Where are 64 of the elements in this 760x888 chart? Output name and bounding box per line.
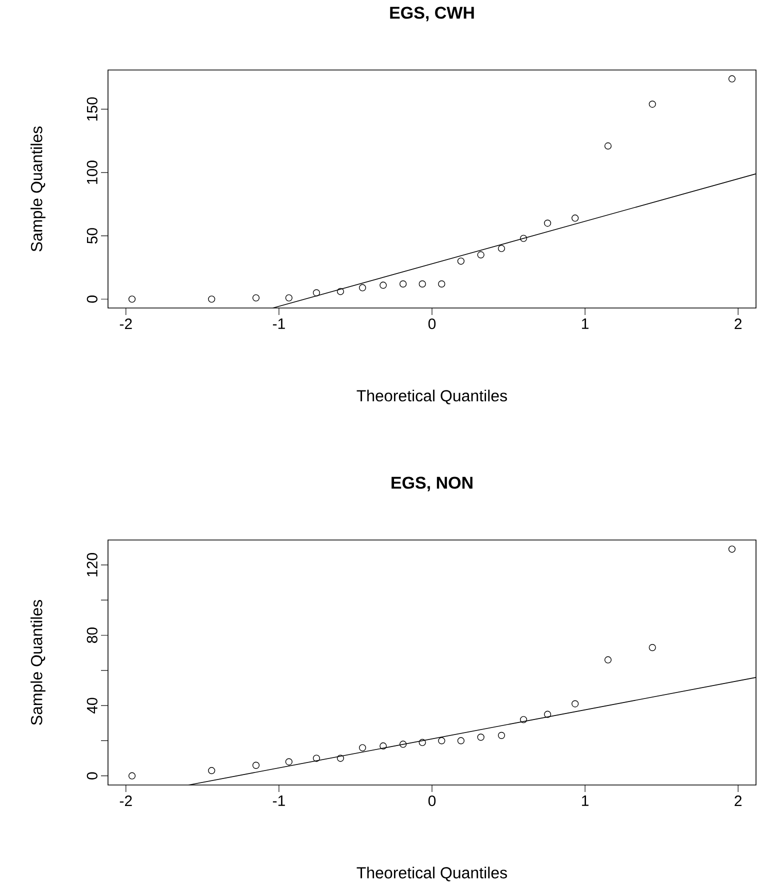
point [477, 734, 484, 741]
point [358, 284, 366, 292]
point [604, 142, 612, 150]
point [358, 744, 366, 752]
point [336, 754, 344, 762]
y-tick-label: 0 [86, 772, 98, 780]
x-tick-label: 0 [428, 796, 436, 806]
x-tick-label: 2 [734, 318, 742, 329]
point [604, 656, 612, 664]
point [728, 546, 736, 553]
point [438, 280, 446, 288]
point [418, 280, 426, 288]
point [312, 289, 320, 296]
x-tick-label: 2 [734, 796, 742, 806]
y-tick-label: 50 [86, 228, 98, 244]
point [457, 737, 464, 744]
x-tick-label: -1 [272, 318, 285, 329]
point [380, 742, 387, 750]
point [128, 772, 136, 780]
y-tick-label: 100 [86, 160, 98, 184]
y-tick-label: 0 [86, 296, 98, 303]
point [400, 280, 407, 288]
y-tick-label: 40 [86, 698, 98, 714]
point [728, 75, 736, 82]
y-tick-label: 120 [86, 553, 98, 576]
point [544, 710, 552, 718]
x-axis-title: Theoretical Quantiles [356, 390, 507, 404]
point [498, 244, 506, 252]
point [438, 737, 446, 744]
point [252, 294, 260, 302]
chart-title: EGS, CWH [390, 6, 474, 22]
point [648, 644, 656, 652]
point [400, 740, 407, 748]
y-axis-title: Sample Quantiles [30, 126, 46, 252]
x-tick-label: -2 [120, 796, 132, 806]
point [336, 288, 344, 296]
point [208, 767, 216, 774]
point [477, 251, 484, 258]
point [285, 294, 292, 302]
point [544, 220, 552, 227]
point [418, 738, 426, 746]
point [285, 758, 292, 766]
point [520, 234, 528, 242]
x-tick-label: -2 [120, 318, 132, 329]
x-axis-title: Theoretical Quantiles [356, 866, 507, 882]
point [380, 282, 387, 289]
y-tick-label: 150 [86, 97, 98, 121]
point [312, 754, 320, 762]
point [648, 100, 656, 108]
y-axis-title: Sample Quantiles [30, 600, 46, 725]
point [572, 214, 579, 222]
point [498, 732, 506, 739]
x-tick-label: 1 [582, 796, 588, 806]
chart-title: EGS, NON [392, 476, 472, 492]
point [252, 762, 260, 769]
x-tick-label: 0 [428, 318, 436, 330]
point [520, 716, 528, 724]
point [128, 296, 136, 303]
x-tick-label: -1 [272, 796, 285, 806]
point [572, 700, 579, 708]
point [457, 258, 464, 265]
point [208, 296, 216, 303]
x-tick-label: 1 [582, 318, 588, 329]
y-tick-label: 80 [86, 628, 98, 643]
